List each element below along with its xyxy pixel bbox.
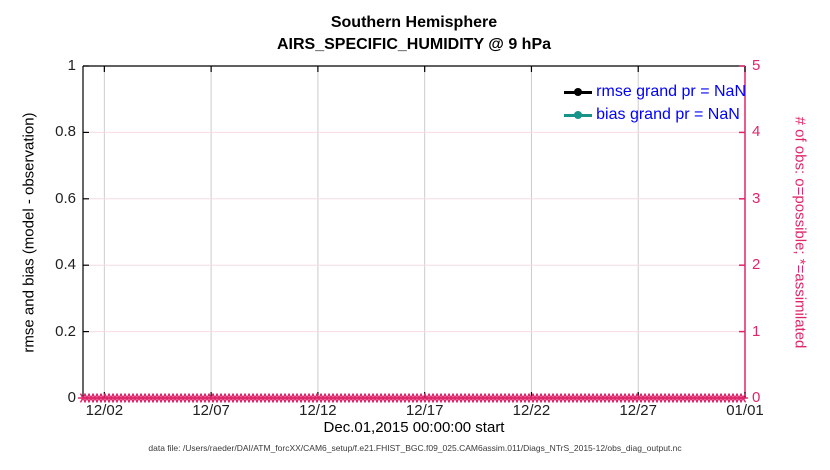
x-tick-label: 12/27 bbox=[619, 402, 657, 419]
right-y-tick-label: 3 bbox=[752, 189, 761, 207]
legend-item-label: rmse grand pr = NaN bbox=[596, 83, 746, 100]
x-tick-label: 12/07 bbox=[192, 402, 230, 419]
x-tick-label: 12/17 bbox=[405, 402, 444, 419]
left-y-tick-label: 0.4 bbox=[55, 256, 76, 274]
x-axis-label: Dec.01,2015 00:00:00 start bbox=[323, 419, 505, 436]
legend-line-marker-sample bbox=[564, 82, 593, 102]
x-tick-label: 01/01 bbox=[726, 402, 764, 419]
x-tick-label: 12/12 bbox=[299, 402, 337, 419]
left-y-tick-label: 0.6 bbox=[55, 189, 76, 207]
left-y-tick-label: 0 bbox=[67, 389, 76, 406]
obs-zero-marker-band bbox=[77, 393, 749, 403]
right-y-tick-label: 5 bbox=[752, 57, 761, 74]
right-y-axis-label: # of obs: o=possible; *=assimilated bbox=[791, 116, 809, 349]
left-y-tick-label: 0.2 bbox=[55, 322, 76, 340]
legend-item-label: bias grand pr = NaN bbox=[596, 106, 740, 123]
chart-title-line1: Southern Hemisphere bbox=[330, 14, 498, 31]
right-y-tick-label: 4 bbox=[752, 123, 761, 141]
legend: rmse grand pr = NaN bias grand pr = NaN bbox=[564, 82, 746, 125]
left-y-tick-label: 1 bbox=[67, 57, 76, 74]
left-y-tick-label: 0.8 bbox=[55, 123, 76, 141]
x-tick-label: 12/02 bbox=[85, 402, 124, 419]
right-y-tick-label: 1 bbox=[752, 322, 761, 340]
chart-title-line2: AIRS_SPECIFIC_HUMIDITY @ 9 hPa bbox=[276, 36, 552, 53]
data-file-path: data file: /Users/raeder/DAI/ATM_forcXX/… bbox=[148, 443, 682, 453]
legend-item: rmse grand pr = NaN bbox=[564, 82, 746, 102]
right-y-tick-label: 0 bbox=[752, 389, 761, 406]
x-tick-label: 12/22 bbox=[512, 402, 551, 419]
legend-line-marker-sample bbox=[564, 105, 593, 125]
legend-item: bias grand pr = NaN bbox=[564, 105, 740, 125]
right-y-tick-label: 2 bbox=[752, 256, 761, 274]
